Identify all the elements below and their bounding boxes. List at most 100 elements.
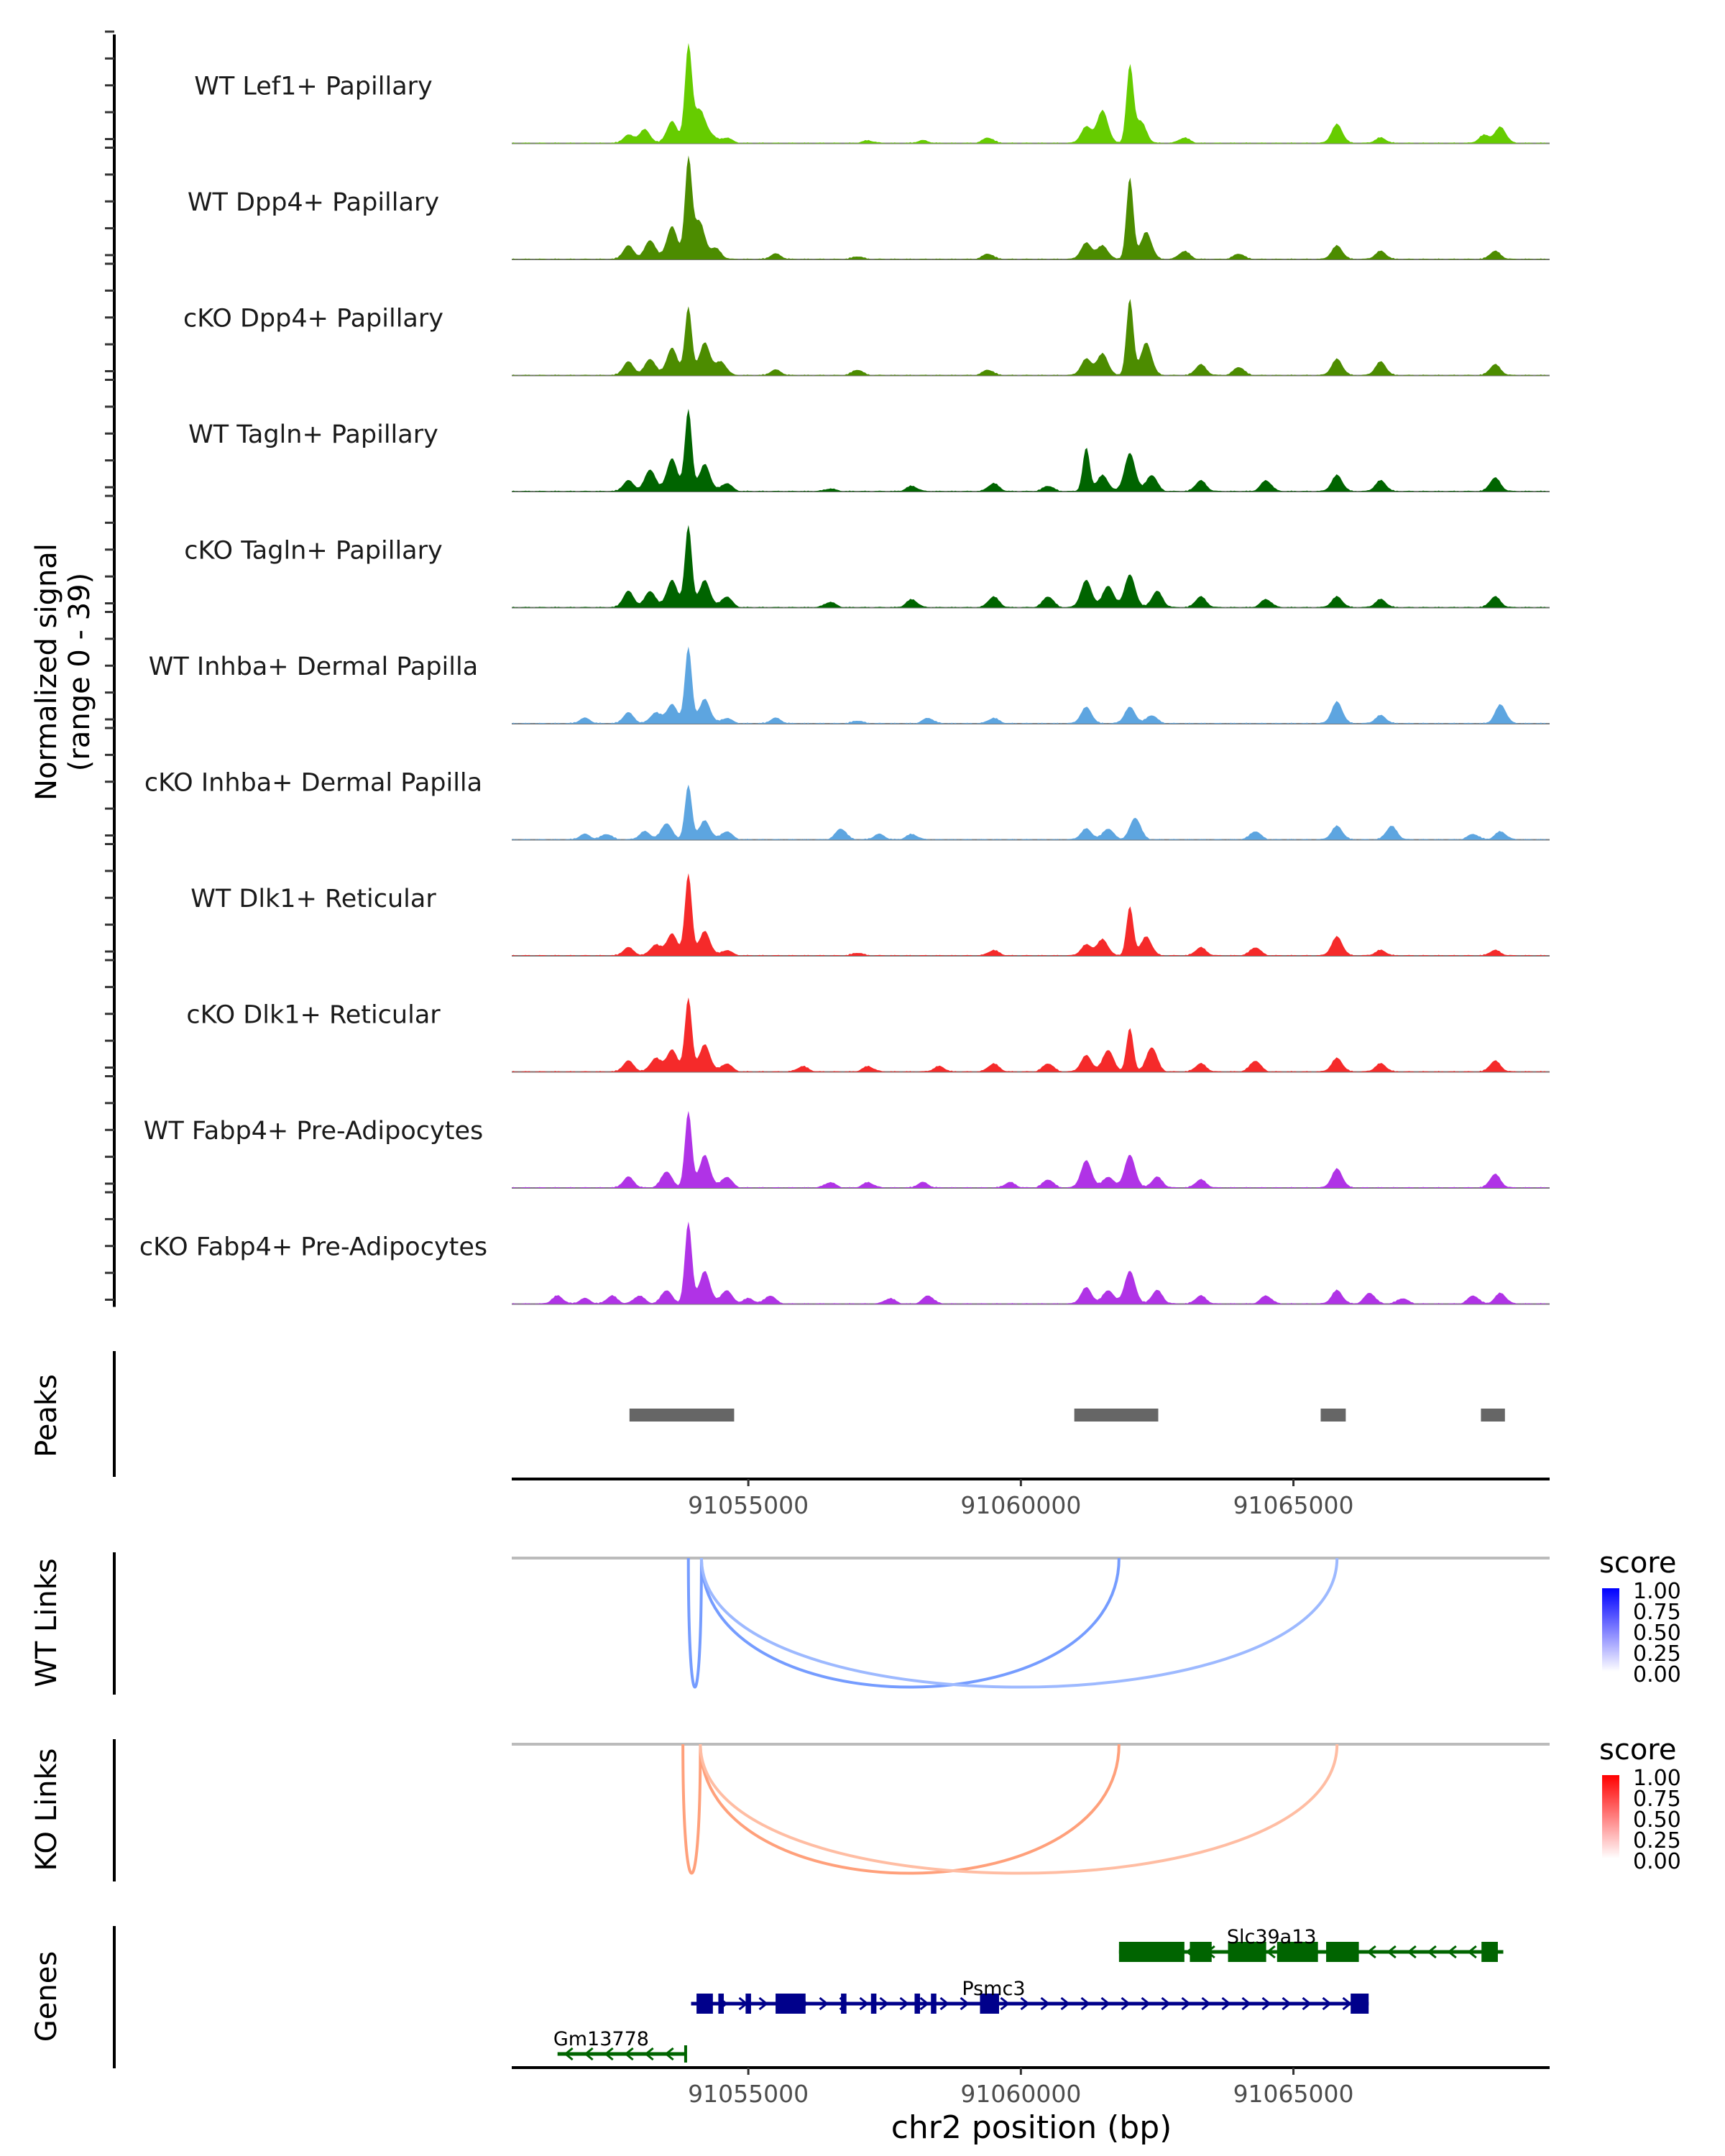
- strand-arrow: [1040, 1996, 1050, 2011]
- track-label: cKO Inhba+ Dermal Papilla: [144, 769, 482, 798]
- strand-arrow: [1282, 1996, 1292, 2011]
- x-tick-label: 91065000: [1233, 2080, 1354, 2108]
- link-arc: [681, 1743, 702, 1875]
- x-tick-label: 91065000: [1233, 1491, 1354, 1519]
- exon: [931, 1994, 937, 2014]
- exon: [870, 1994, 877, 2014]
- strand-arrow: [1342, 1996, 1352, 2011]
- strand-arrow: [1221, 1996, 1231, 2011]
- exon: [1118, 1942, 1184, 1962]
- coverage-area: [512, 784, 1550, 840]
- strand-arrow: [1201, 1996, 1211, 2011]
- strand-arrow: [1080, 1996, 1090, 2011]
- strand-arrow: [960, 1996, 970, 2011]
- x-tick-label: 91055000: [688, 2080, 809, 2108]
- wt-links-label: WT Links: [30, 1558, 63, 1687]
- track-label: WT Dpp4+ Papillary: [188, 188, 439, 217]
- link-arc: [699, 1557, 1339, 1689]
- exon: [696, 1994, 713, 2014]
- strand-arrow: [624, 2047, 634, 2061]
- ko-links-label: KO Links: [30, 1749, 63, 1871]
- x-tick-label: 91055000: [688, 1491, 809, 1519]
- legend-title: score: [1599, 1547, 1676, 1580]
- strand-arrow: [859, 1996, 869, 2011]
- track-label: cKO Fabp4+ Pre-Adipocytes: [139, 1233, 487, 1262]
- strand-arrow: [564, 2047, 574, 2061]
- link-arc: [699, 1743, 1121, 1875]
- x-tick-label: 91060000: [960, 2080, 1081, 2108]
- x-tick-label: 91060000: [960, 1491, 1081, 1519]
- strand-arrow: [879, 1996, 889, 2011]
- coverage-area: [512, 299, 1550, 376]
- coverage-area: [512, 155, 1550, 259]
- legend-tick-label: 0.75: [1633, 1787, 1681, 1812]
- peak-region: [1320, 1409, 1346, 1422]
- legend-tick-label: 0.75: [1633, 1600, 1681, 1625]
- genes-x-axis: 91055000 91060000 91065000: [512, 2066, 1550, 2108]
- link-arc: [699, 1743, 1339, 1875]
- coverage-area: [512, 42, 1550, 144]
- strand-arrow: [1141, 1996, 1151, 2011]
- genes-track-label: Genes: [30, 1951, 63, 2042]
- strand-arrow: [1447, 1945, 1457, 1959]
- coverage-area: [512, 646, 1550, 724]
- legend-tick-label: 0.00: [1633, 1662, 1681, 1687]
- exon: [1481, 1942, 1498, 1962]
- track-label: WT Fabp4+ Pre-Adipocytes: [144, 1117, 483, 1146]
- track-label: cKO Dpp4+ Papillary: [183, 305, 443, 333]
- strand-arrow: [758, 1996, 768, 2011]
- coverage-y-label-line1: Normalized signal: [30, 543, 63, 801]
- strand-arrow: [1467, 1945, 1477, 1959]
- strand-arrow: [919, 1996, 929, 2011]
- strand-arrow: [899, 1996, 909, 2011]
- gene-label: Gm13778: [553, 2028, 649, 2050]
- strand-arrow: [1261, 1996, 1271, 2011]
- peaks-track-label: Peaks: [30, 1374, 63, 1457]
- peak-region: [1074, 1409, 1159, 1422]
- legend-tick-label: 1.00: [1633, 1766, 1681, 1791]
- strand-arrow: [1427, 1945, 1437, 1959]
- legend-tick-label: 1.00: [1633, 1579, 1681, 1604]
- coverage-y-label-line2: (range 0 - 39): [63, 573, 96, 771]
- strand-arrow: [1000, 1996, 1010, 2011]
- exon: [745, 1994, 751, 2014]
- coverage-area: [512, 408, 1550, 492]
- peaks-track: [629, 1409, 1505, 1422]
- genes-track: Slc39a13 Psmc3 Gm13778: [553, 1926, 1504, 2063]
- exon: [1228, 1942, 1266, 1962]
- link-arc: [686, 1557, 703, 1689]
- exon: [1276, 1942, 1318, 1962]
- peak-region: [1481, 1409, 1505, 1422]
- coverage-area: [512, 873, 1550, 956]
- strand-arrow: [1161, 1996, 1171, 2011]
- coverage-area: [512, 1221, 1550, 1304]
- exon: [980, 1994, 1000, 2014]
- strand-arrow: [939, 1996, 949, 2011]
- coverage-tracks: WT Lef1+ Papillary WT Dpp4+ Papillary cKO …: [139, 42, 1550, 1305]
- legend-title: score: [1599, 1733, 1676, 1766]
- strand-arrow: [1266, 1945, 1276, 1959]
- wt-links-track: [512, 1557, 1550, 1689]
- coverage-y-axis: [105, 30, 116, 1307]
- legend-colorbar: [1602, 1588, 1619, 1672]
- strand-arrow: [1322, 1996, 1332, 2011]
- strand-arrow: [1302, 1996, 1312, 2011]
- strand-arrow: [604, 2047, 614, 2061]
- peak-region: [629, 1409, 735, 1422]
- strand-arrow: [584, 2047, 594, 2061]
- legend-tick-label: 0.50: [1633, 1807, 1681, 1833]
- strand-arrow: [1060, 1996, 1070, 2011]
- strand-arrow: [1100, 1996, 1110, 2011]
- strand-arrow: [664, 2047, 674, 2061]
- strand-arrow: [1407, 1945, 1417, 1959]
- x-axis-title: chr2 position (bp): [891, 2109, 1172, 2146]
- strand-arrow: [1386, 1945, 1397, 1959]
- gene-label: Slc39a13: [1227, 1926, 1317, 1948]
- peaks-x-axis: 91055000 91060000 91065000: [512, 1478, 1550, 1519]
- legend-tick-label: 0.00: [1633, 1849, 1681, 1874]
- track-label: WT Tagln+ Papillary: [188, 420, 438, 449]
- exon: [1326, 1942, 1359, 1962]
